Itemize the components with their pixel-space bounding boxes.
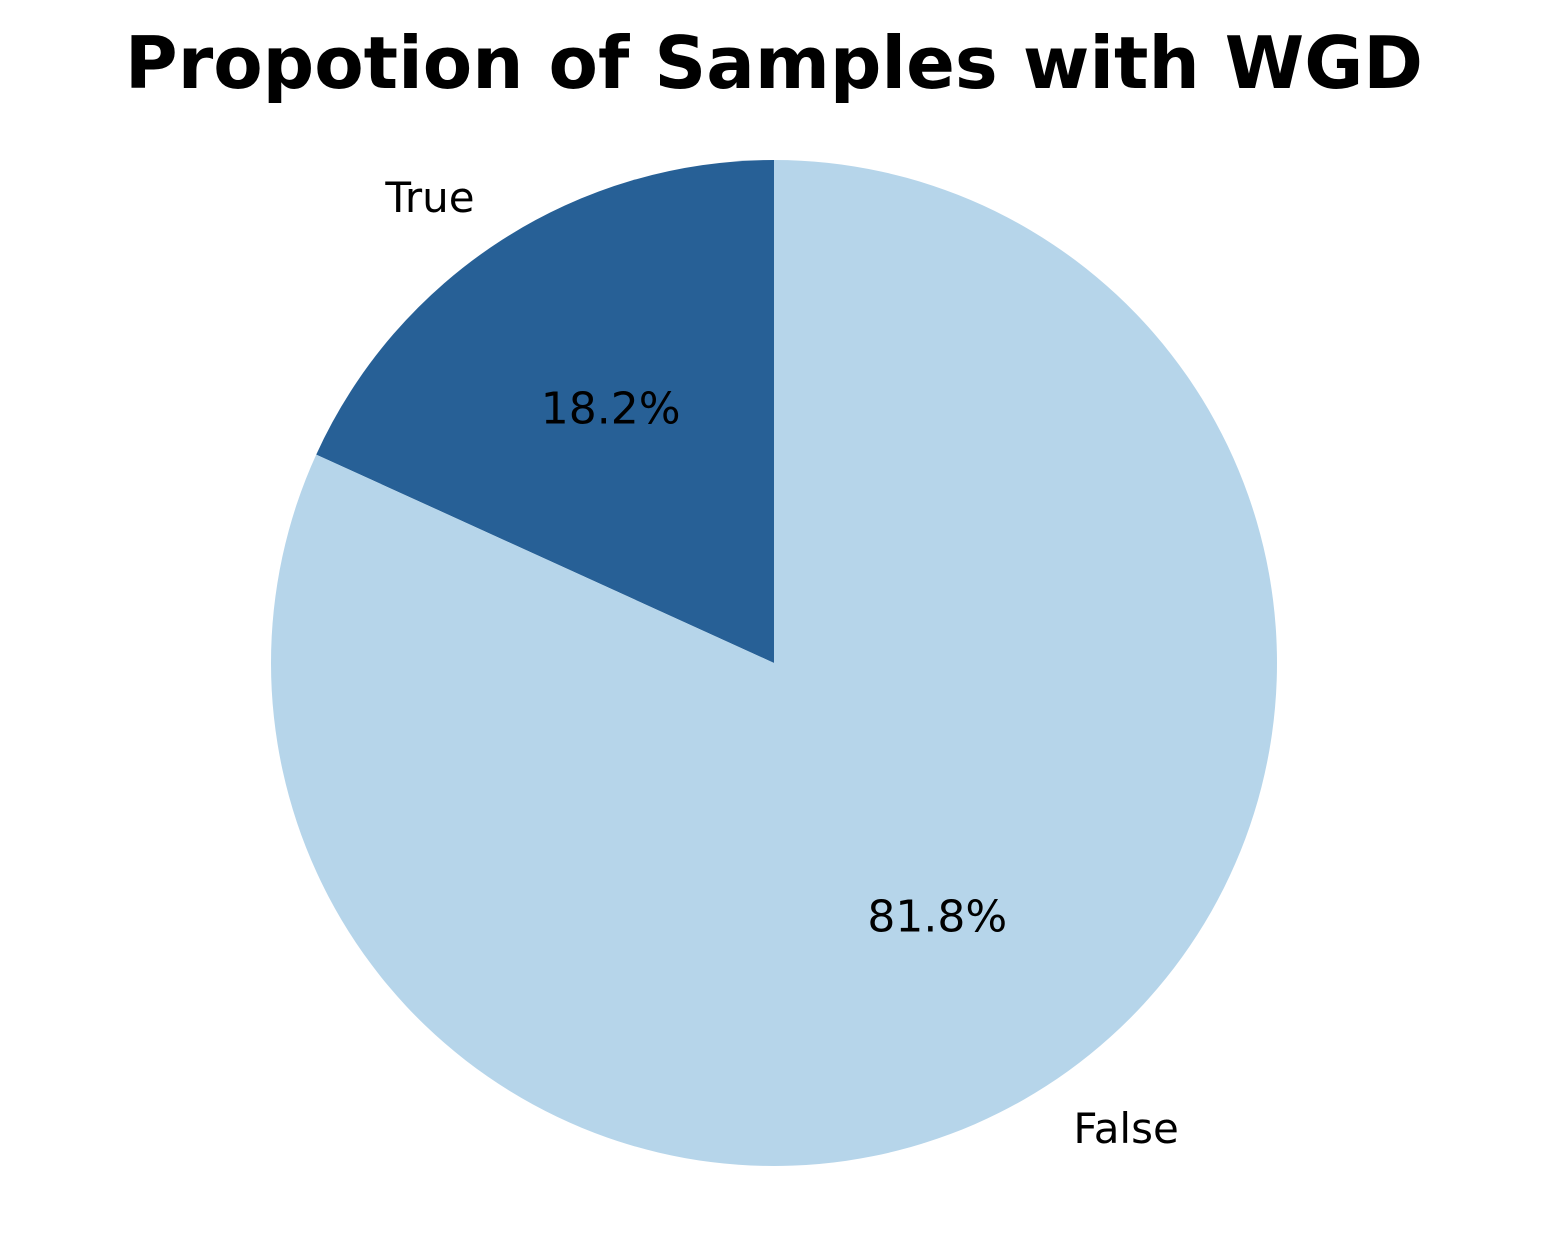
slice-category-label: False <box>1073 1104 1178 1153</box>
slice-percent-label: 81.8% <box>867 891 1007 942</box>
pie-slices <box>271 160 1277 1166</box>
slice-percent-label: 18.2% <box>541 384 681 435</box>
pie-slice-false <box>271 160 1277 1166</box>
slice-category-label: True <box>384 173 474 222</box>
pie-labels: True 18.2% False 81.8% <box>384 173 1178 1153</box>
chart-title: Propotion of Samples with WGD <box>125 21 1423 105</box>
pie-slice-true <box>316 160 774 663</box>
